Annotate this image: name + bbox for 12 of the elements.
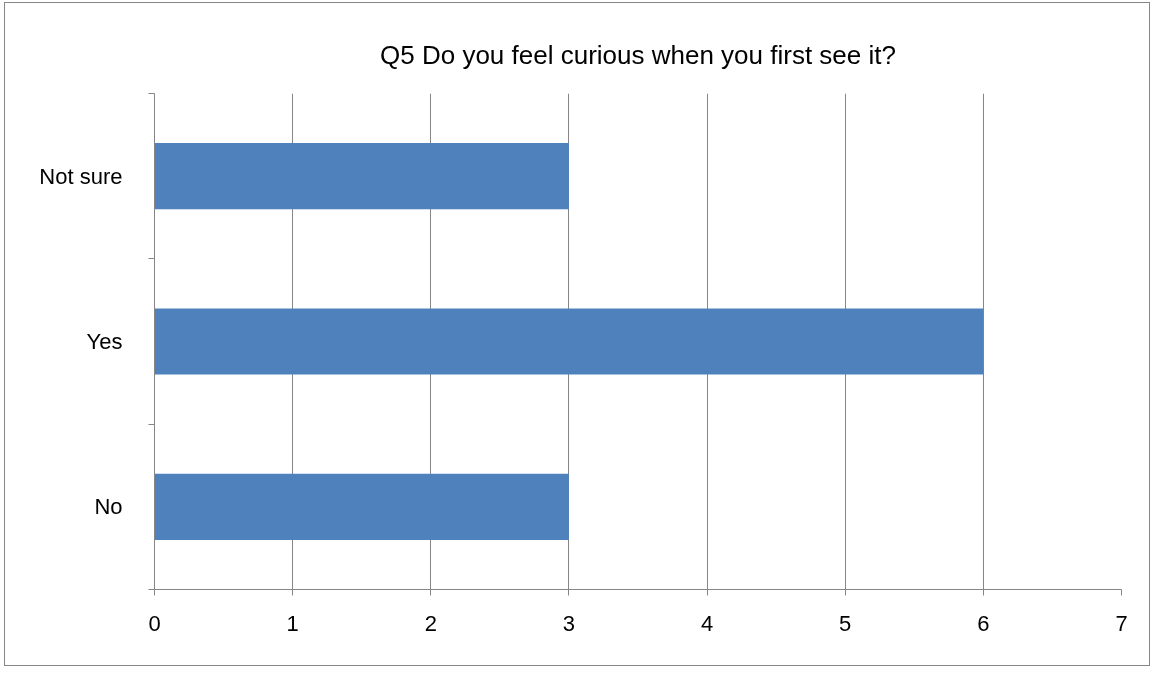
chart-title: Q5 Do you feel curious when you first see it?	[380, 39, 896, 70]
y-tick-label: Not sure	[39, 163, 123, 189]
y-tick-label: Yes	[86, 329, 123, 354]
x-tick-label: 0	[148, 610, 161, 636]
x-tick-label: 1	[286, 610, 299, 636]
x-tick-label: 4	[700, 610, 714, 636]
x-tick-label: 5	[839, 610, 852, 636]
x-tick-label: 6	[977, 610, 990, 636]
y-tick-label: No	[94, 494, 123, 520]
x-tick-label: 3	[562, 610, 576, 636]
x-tick-label: 2	[424, 610, 437, 636]
x-tick-label: 7	[1115, 610, 1128, 636]
